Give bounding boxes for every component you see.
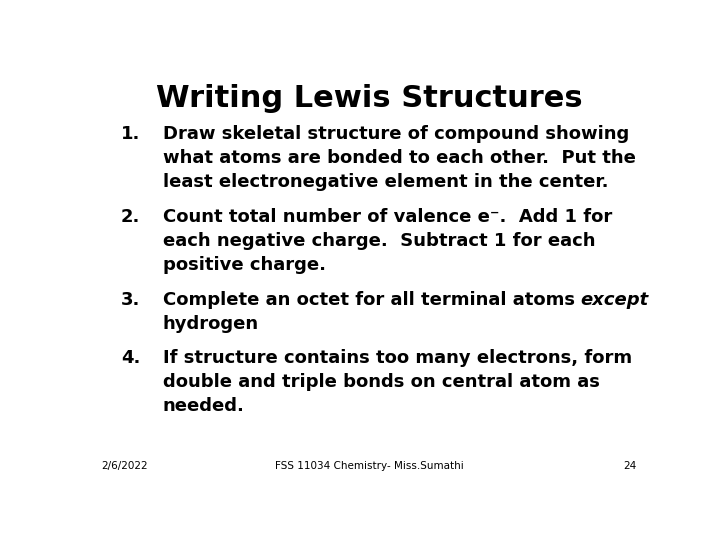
- Text: 3.: 3.: [121, 291, 140, 308]
- Text: 24: 24: [624, 462, 637, 471]
- Text: 1.: 1.: [121, 125, 140, 143]
- Text: Complete an octet for all terminal atoms: Complete an octet for all terminal atoms: [163, 291, 581, 308]
- Text: If structure contains too many electrons, form: If structure contains too many electrons…: [163, 349, 631, 367]
- Text: 2.: 2.: [121, 208, 140, 226]
- Text: except: except: [581, 291, 649, 308]
- Text: Count total number of valence e⁻.  Add 1 for: Count total number of valence e⁻. Add 1 …: [163, 208, 612, 226]
- Text: 2/6/2022: 2/6/2022: [101, 462, 148, 471]
- Text: hydrogen: hydrogen: [163, 315, 258, 333]
- Text: least electronegative element in the center.: least electronegative element in the cen…: [163, 173, 608, 191]
- Text: needed.: needed.: [163, 397, 244, 415]
- Text: FSS 11034 Chemistry- Miss.Sumathi: FSS 11034 Chemistry- Miss.Sumathi: [274, 462, 464, 471]
- Text: Draw skeletal structure of compound showing: Draw skeletal structure of compound show…: [163, 125, 629, 143]
- Text: each negative charge.  Subtract 1 for each: each negative charge. Subtract 1 for eac…: [163, 232, 595, 250]
- Text: what atoms are bonded to each other.  Put the: what atoms are bonded to each other. Put…: [163, 149, 636, 167]
- Text: positive charge.: positive charge.: [163, 256, 325, 274]
- Text: 4.: 4.: [121, 349, 140, 367]
- Text: double and triple bonds on central atom as: double and triple bonds on central atom …: [163, 373, 600, 392]
- Text: Writing Lewis Structures: Writing Lewis Structures: [156, 84, 582, 112]
